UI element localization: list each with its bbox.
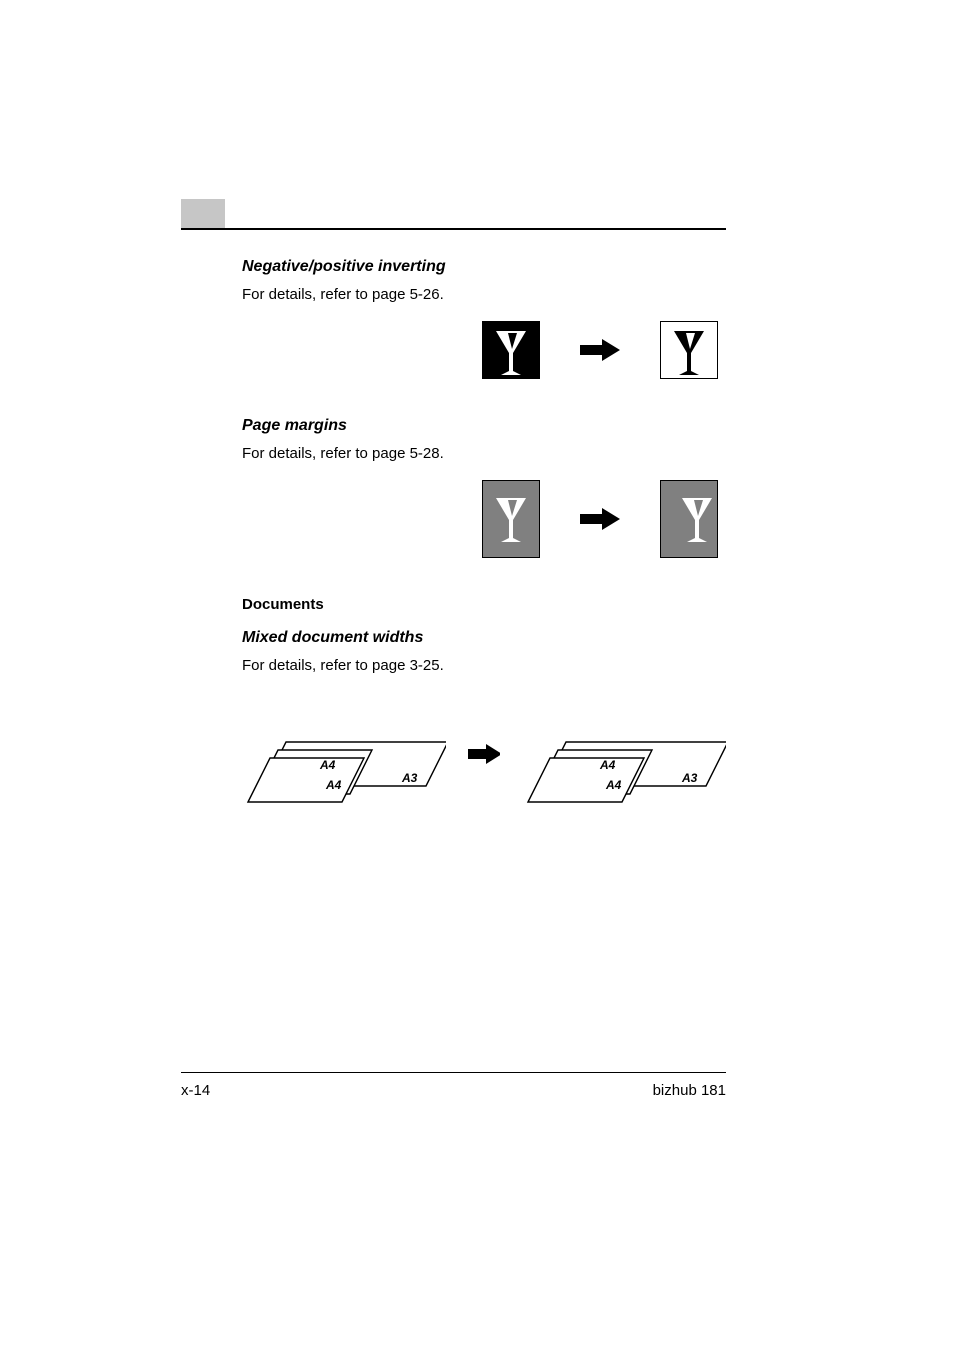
section3-title: Mixed document widths bbox=[242, 629, 726, 647]
section3-body: For details, refer to page 3-25. bbox=[242, 657, 726, 674]
section2-title: Page margins bbox=[242, 417, 726, 435]
mixed-left-stack: A4 A4 A3 bbox=[242, 694, 446, 814]
mixed-label-a4-mid: A4 bbox=[605, 778, 622, 792]
mixed-label-a4-top: A4 bbox=[599, 758, 616, 772]
negpos-left-tile bbox=[482, 321, 540, 379]
footer-left: x-14 bbox=[181, 1082, 210, 1099]
mixed-label-a4-top: A4 bbox=[319, 758, 336, 772]
footer-right: bizhub 181 bbox=[653, 1082, 726, 1099]
margins-right-tile bbox=[660, 480, 718, 558]
mixed-label-a3: A3 bbox=[681, 771, 698, 785]
arrow-icon bbox=[580, 337, 620, 363]
page: Negative/positive inverting For details,… bbox=[0, 0, 954, 1350]
bottom-rule bbox=[181, 1072, 726, 1073]
negpos-right-tile bbox=[660, 321, 718, 379]
header-tab bbox=[181, 199, 225, 228]
figure-mixed-widths: A4 A4 A3 A4 A4 A3 bbox=[242, 694, 726, 814]
margins-left-tile bbox=[482, 480, 540, 558]
section1-title: Negative/positive inverting bbox=[242, 258, 726, 276]
content-area: Negative/positive inverting For details,… bbox=[242, 256, 726, 814]
arrow-icon bbox=[468, 742, 501, 766]
mixed-right-stack: A4 A4 A3 bbox=[522, 694, 726, 814]
section2-body: For details, refer to page 5-28. bbox=[242, 445, 726, 462]
figure-margins bbox=[242, 480, 718, 558]
mixed-label-a4-mid: A4 bbox=[325, 778, 342, 792]
arrow-icon bbox=[580, 506, 620, 532]
section3-heading: Documents bbox=[242, 596, 726, 613]
top-rule bbox=[181, 228, 726, 230]
figure-neg-pos bbox=[242, 321, 718, 379]
mixed-label-a3: A3 bbox=[401, 771, 418, 785]
section1-body: For details, refer to page 5-26. bbox=[242, 286, 726, 303]
